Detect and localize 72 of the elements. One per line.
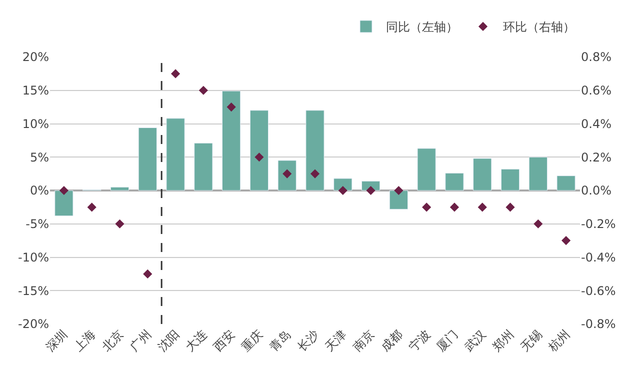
- bar: [166, 118, 185, 191]
- y2-tick-label: 0.4%: [581, 116, 612, 131]
- x-tick-label: 厦门: [434, 327, 461, 354]
- y-tick-label: -5%: [26, 217, 49, 232]
- x-tick-label: 长沙: [294, 327, 322, 354]
- bar: [500, 168, 520, 191]
- point: [450, 202, 460, 212]
- x-tick-label: 上海: [71, 327, 98, 354]
- bar: [528, 156, 548, 191]
- y-tick-label: -15%: [18, 284, 49, 298]
- point: [310, 169, 320, 178]
- y2-tick-label: 0.0%: [581, 184, 612, 198]
- y2-tick-label: 0.8%: [581, 50, 612, 64]
- point: [478, 202, 487, 212]
- y2-tick-label: -0.4%: [581, 250, 616, 264]
- bar: [556, 176, 576, 191]
- bar: [222, 90, 241, 191]
- x-tick-label: 杭州: [544, 327, 572, 356]
- x-tick-label: 北京: [99, 327, 126, 354]
- y-tick-label: 15%: [22, 84, 49, 98]
- x-tick-label: 沈阳: [155, 327, 182, 354]
- point: [394, 186, 404, 196]
- point: [562, 236, 571, 246]
- y-tick-label: 0%: [30, 184, 49, 198]
- x-tick-label: 重庆: [238, 327, 266, 354]
- x-tick-label: 青岛: [266, 327, 294, 354]
- x-tick-label: 宁波: [406, 327, 433, 354]
- x-tick-label: 武汉: [462, 327, 489, 354]
- point: [59, 186, 68, 196]
- x-tick-label: 广州: [127, 327, 154, 354]
- x-tick-label: 大连: [182, 327, 210, 354]
- bar: [138, 128, 157, 191]
- y-tick-label: 10%: [22, 116, 49, 131]
- bar: [334, 178, 352, 191]
- y2-tick-label: -0.8%: [581, 317, 616, 332]
- bar: [250, 110, 269, 191]
- point: [198, 86, 208, 95]
- x-tick-label: 郑州: [490, 327, 517, 354]
- x-tick-label: 无锡: [518, 327, 545, 354]
- point: [115, 219, 124, 228]
- y2-tick-label: 0.2%: [581, 150, 612, 164]
- x-tick-label: 天津: [322, 327, 350, 354]
- point: [422, 202, 432, 212]
- x-tick-label: 南京: [350, 327, 378, 354]
- y-tick-label: 20%: [22, 50, 49, 64]
- bar: [54, 190, 74, 216]
- bar: [306, 110, 324, 191]
- point: [226, 102, 236, 112]
- bar: [278, 160, 296, 191]
- x-tick-label: 西安: [210, 327, 238, 354]
- y2-tick-label: -0.6%: [581, 284, 616, 298]
- bar: [473, 158, 492, 191]
- bar: [417, 148, 436, 191]
- y-tick-label: 5%: [30, 150, 49, 164]
- legend-label: 环比（右轴）: [503, 20, 575, 34]
- bar: [445, 172, 464, 191]
- y-tick-label: -10%: [18, 250, 49, 264]
- x-tick-label: 成都: [378, 327, 406, 354]
- point: [506, 202, 515, 212]
- bar: [110, 186, 130, 191]
- bar: [194, 142, 213, 191]
- legend-label: 同比（左轴）: [386, 20, 458, 34]
- point: [338, 186, 348, 196]
- bar: [389, 190, 408, 210]
- point: [254, 152, 264, 162]
- point: [143, 269, 152, 278]
- point: [366, 186, 376, 196]
- y2-tick-label: 0.6%: [581, 84, 612, 98]
- point: [534, 219, 543, 228]
- y2-tick-label: -0.2%: [581, 217, 616, 232]
- point: [170, 69, 180, 78]
- point: [87, 202, 96, 212]
